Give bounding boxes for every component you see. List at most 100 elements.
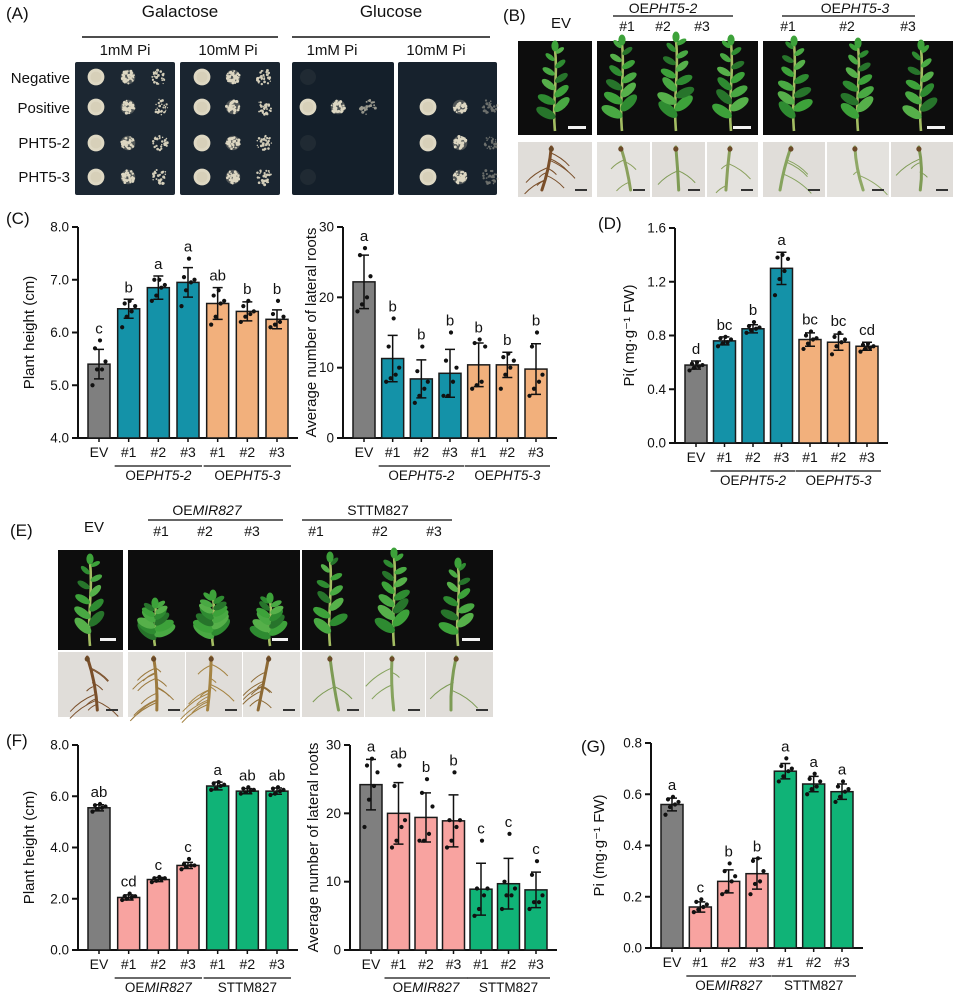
significance-letter: ab [209, 268, 226, 285]
data-point [243, 314, 248, 319]
scale-bar [476, 709, 488, 711]
significance-letter: ab [269, 767, 286, 784]
data-point [840, 779, 846, 784]
x-tick-label: EV [90, 956, 109, 972]
significance-letter: d [692, 341, 700, 358]
y-tick-label: 0.8 [623, 736, 642, 751]
x-tick-label: #1 [717, 449, 733, 465]
y-tick-label: 0.6 [623, 787, 642, 802]
root-photo [312, 655, 353, 712]
assay-plate [292, 62, 394, 195]
x-tick-label: #2 [414, 444, 430, 460]
data-point [92, 346, 98, 351]
panel-a-plates [75, 36, 499, 195]
x-tick-label: EV [355, 444, 374, 460]
yeast-spot [481, 99, 499, 114]
data-point [103, 359, 108, 364]
data-point [814, 336, 819, 341]
panel-a-col-label: 1mM Pi [99, 42, 151, 59]
x-tick-label: #3 [269, 444, 285, 460]
data-point [430, 804, 435, 809]
scale-bar [575, 189, 587, 191]
significance-letter: a [668, 777, 677, 794]
data-point [216, 288, 221, 293]
data-point [238, 319, 243, 325]
data-point [268, 792, 273, 798]
scale-bar [872, 189, 884, 191]
data-point [216, 780, 221, 785]
group-prefix: STTM827 [347, 502, 409, 518]
data-point [188, 863, 194, 868]
data-point [729, 879, 734, 884]
data-point [481, 893, 487, 898]
significance-letter: b [124, 279, 132, 296]
y-tick-label: 30 [326, 738, 341, 753]
root-photo [852, 145, 888, 196]
data-point [393, 372, 398, 377]
data-point [457, 818, 463, 823]
yeast-spot [452, 169, 468, 185]
y-tick-label: 0 [333, 943, 341, 958]
panel-a-title-galactose: Galactose [141, 2, 219, 21]
data-point [149, 298, 154, 303]
panel-b-rep-label: #2 [839, 18, 855, 34]
panel-a-col-label: 10mM Pi [198, 42, 258, 59]
group-label: OEPHT5-2 [125, 468, 192, 483]
panel-b-label: (B) [503, 6, 526, 25]
data-point [162, 876, 167, 881]
data-point [272, 791, 278, 796]
data-point [842, 337, 848, 342]
data-point [94, 367, 100, 372]
x-tick-label: #2 [418, 956, 434, 972]
yeast-spot [482, 169, 499, 185]
y-tick-label: 0.0 [647, 436, 666, 451]
significance-letter: bc [717, 317, 733, 334]
panel-a-row-label: PHT5-3 [18, 169, 70, 186]
data-point [241, 304, 246, 309]
significance-letter: bc [831, 313, 847, 330]
data-point [157, 874, 162, 880]
x-tick-label: #1 [778, 954, 794, 970]
yeast-spot [330, 99, 346, 115]
x-tick-label: #3 [859, 449, 875, 465]
plant-photo [902, 39, 938, 132]
yeast-spot [225, 135, 241, 151]
data-point [534, 330, 540, 335]
scale-bar [347, 709, 359, 711]
data-point [700, 362, 705, 368]
plant-photo [313, 551, 348, 647]
data-point [281, 787, 286, 792]
bar [660, 803, 684, 949]
panel-b-rep-label: #2 [655, 18, 671, 34]
data-point [835, 784, 841, 789]
yeast-spot [419, 168, 437, 186]
root-photo [657, 145, 696, 192]
data-point [782, 268, 787, 274]
y-tick-label: 4.0 [50, 840, 69, 855]
bar [684, 364, 708, 444]
data-point [90, 809, 95, 814]
data-point [474, 886, 480, 891]
plant-photo [249, 592, 288, 647]
scale-bar [633, 189, 645, 191]
data-point [133, 894, 138, 899]
error-bar [272, 309, 282, 330]
data-point [751, 319, 757, 325]
significance-letter: a [154, 256, 163, 273]
data-point [397, 365, 402, 370]
yeast-spot [225, 169, 241, 185]
data-point [246, 298, 251, 303]
data-point [425, 379, 430, 384]
root-photo-tile [597, 142, 650, 197]
panel-a-title-glucose: Glucose [359, 2, 423, 21]
data-point [509, 893, 514, 898]
root-photo [895, 145, 928, 192]
assay-plate [75, 62, 175, 195]
root-photo-tile [426, 652, 493, 717]
significance-letter: a [360, 228, 369, 245]
data-point [211, 293, 216, 298]
bar [235, 310, 260, 439]
root-photo [610, 145, 637, 192]
data-point [834, 344, 839, 349]
